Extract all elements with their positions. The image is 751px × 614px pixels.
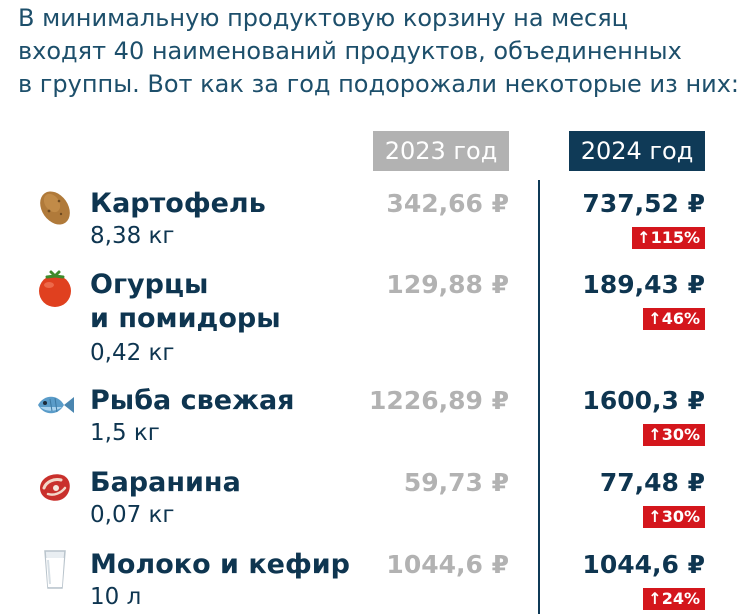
year-2024-header: 2024 год [569,131,705,171]
price-2024: 1600,3 ₽ [582,386,705,415]
intro-line-3: в группы. Вот как за год подорожали неко… [18,70,740,98]
intro-line-2: входят 40 наименований продуктов, объеди… [18,37,682,65]
tomato-icon [34,268,76,310]
price-2024: 189,43 ₽ [582,270,705,299]
increase-badge: ↑30% [643,424,705,446]
price-2024: 737,52 ₽ [582,189,705,218]
price-2023: 342,66 ₽ [386,189,509,218]
table-row: Рыба свежая 1,5 кг 1226,89 ₽ 1600,3 ₽ ↑3… [0,384,751,454]
price-2023: 129,88 ₽ [386,270,509,299]
milk-glass-icon [34,548,76,590]
table-row: Огурцы и помидоры 0,42 кг 129,88 ₽ 189,4… [0,268,751,373]
item-name: Баранина [90,467,241,498]
table-row: Картофель 8,38 кг 342,66 ₽ 737,52 ₽ ↑115… [0,187,751,257]
increase-badge: ↑46% [643,308,705,330]
potato-icon [34,187,76,229]
intro-text: В минимальную продуктовую корзину на мес… [18,2,743,101]
item-name: Картофель [90,188,266,219]
price-2023: 59,73 ₽ [403,468,509,497]
increase-badge: ↑24% [643,588,705,610]
year-2023-header: 2023 год [373,131,509,171]
meat-icon [34,466,76,508]
fish-icon [34,384,76,426]
table-row: Молоко и кефир 10 л 1044,6 ₽ 1044,6 ₽ ↑2… [0,548,751,614]
table-row: Баранина 0,07 кг 59,73 ₽ 77,48 ₽ ↑30% [0,466,751,536]
intro-line-1: В минимальную продуктовую корзину на мес… [18,4,629,32]
item-quantity: 10 л [90,584,142,610]
column-divider [538,180,540,614]
price-2024: 77,48 ₽ [599,468,705,497]
item-name: Молоко и кефир [90,549,351,580]
price-2023: 1226,89 ₽ [369,386,509,415]
item-name: Рыба свежая [90,385,295,416]
item-quantity: 8,38 кг [90,223,175,249]
item-quantity: 1,5 кг [90,420,160,446]
item-quantity: 0,07 кг [90,502,175,528]
price-2024: 1044,6 ₽ [582,550,705,579]
item-quantity: 0,42 кг [90,340,175,366]
increase-badge: ↑115% [632,227,705,249]
increase-badge: ↑30% [643,506,705,528]
item-name: Огурцы и помидоры [90,269,281,334]
price-2023: 1044,6 ₽ [386,550,509,579]
